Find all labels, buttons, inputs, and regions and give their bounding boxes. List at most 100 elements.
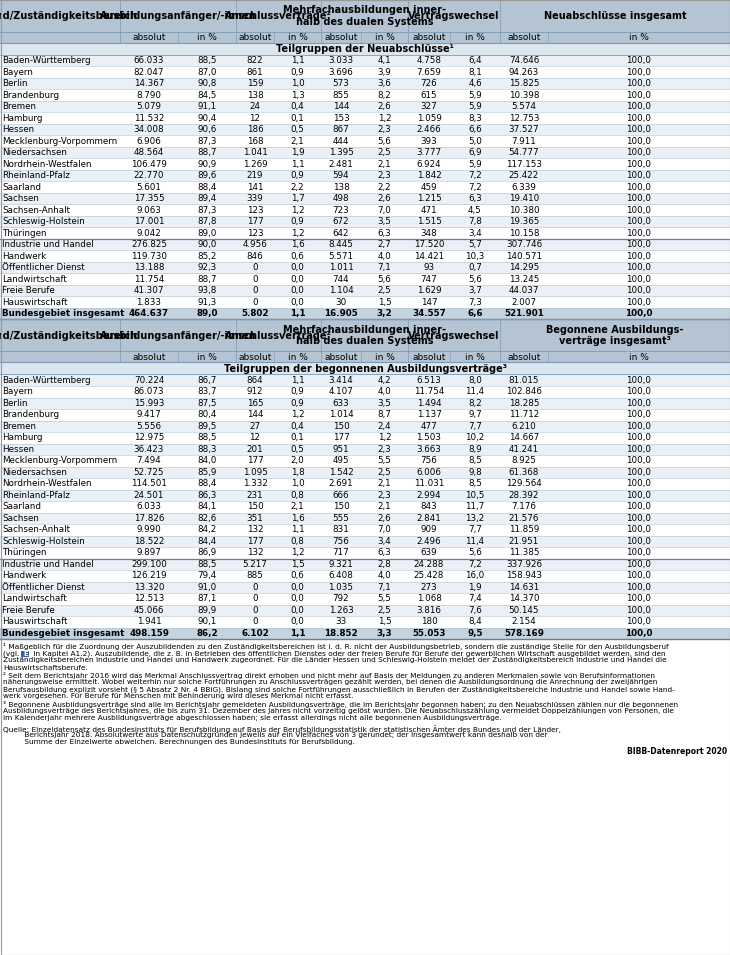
Text: 1,3: 1,3 [291,91,304,99]
Text: 4.956: 4.956 [242,241,267,249]
Text: 106.479: 106.479 [131,159,167,169]
Text: 9.897: 9.897 [137,548,161,558]
Text: ² Seit dem Berichtsjahr 2016 wird das Merkmal Anschlussvertrag direkt erhoben un: ² Seit dem Berichtsjahr 2016 wird das Me… [3,671,655,679]
Text: 2,1: 2,1 [377,479,391,488]
Text: Brandenburg: Brandenburg [2,411,59,419]
Text: 100,0: 100,0 [626,114,651,123]
Text: 1,6: 1,6 [291,241,304,249]
Text: 7,3: 7,3 [468,298,482,307]
Text: 2,3: 2,3 [377,171,391,180]
Text: 9.321: 9.321 [328,560,353,569]
Text: 132: 132 [247,548,264,558]
Bar [0,216,730,227]
Text: 5,6: 5,6 [468,548,482,558]
Text: 6,6: 6,6 [468,125,482,135]
Text: 951: 951 [333,445,350,454]
Text: 1.068: 1.068 [417,594,442,604]
Text: 100,0: 100,0 [626,194,651,203]
Text: 91,0: 91,0 [197,583,217,592]
Text: 3,6: 3,6 [377,79,391,88]
Text: 0: 0 [252,275,258,284]
Text: 12.753: 12.753 [509,114,539,123]
Text: 0,0: 0,0 [291,583,304,592]
Bar [0,124,730,136]
Text: 88,5: 88,5 [197,560,217,569]
Text: 100,0: 100,0 [626,159,651,169]
Text: 100,0: 100,0 [626,479,651,488]
Text: 88,4: 88,4 [197,182,217,192]
Text: 138: 138 [333,182,350,192]
Text: 14.421: 14.421 [414,252,444,261]
Text: 12.975: 12.975 [134,434,164,442]
Text: 86,7: 86,7 [197,375,217,385]
Text: 100,0: 100,0 [626,148,651,158]
Text: 87,5: 87,5 [197,399,217,408]
Text: in %: in % [288,33,307,42]
Text: in %: in % [197,33,217,42]
Bar [0,147,730,159]
Text: 94.263: 94.263 [509,68,539,76]
Text: 93: 93 [423,264,434,272]
Text: 7,0: 7,0 [377,525,391,534]
Text: Sachsen-Anhalt: Sachsen-Anhalt [2,205,70,215]
Text: 477: 477 [420,422,437,431]
Text: 6.339: 6.339 [512,182,537,192]
Text: 1.041: 1.041 [242,148,267,158]
Text: 1,7: 1,7 [291,194,304,203]
Text: 0,4: 0,4 [291,422,304,431]
Text: Bundesgebiet insgesamt: Bundesgebiet insgesamt [2,628,124,638]
Bar [0,308,730,320]
Text: Ausbildungsverträge des Berichtsjahres, die bis zum 31. Dezember des Jahres nich: Ausbildungsverträge des Berichtsjahres, … [3,708,674,713]
Text: 100,0: 100,0 [626,456,651,465]
Text: 17.001: 17.001 [134,217,164,226]
Text: Begonnene Ausbildungs-
verträge insgesamt³: Begonnene Ausbildungs- verträge insgesam… [546,325,684,347]
Text: 7,8: 7,8 [468,217,482,226]
Text: 5,6: 5,6 [468,275,482,284]
Text: 11.754: 11.754 [414,387,444,396]
Text: Bayern: Bayern [2,387,33,396]
Text: Landwirtschaft: Landwirtschaft [2,275,66,284]
Bar [0,536,730,547]
Text: 100,0: 100,0 [626,548,651,558]
Text: BIBB-Datenreport 2020: BIBB-Datenreport 2020 [627,747,727,755]
Text: 1,2: 1,2 [291,229,304,238]
Text: 10,2: 10,2 [466,434,485,442]
Text: 123: 123 [247,205,264,215]
Text: 9.990: 9.990 [137,525,161,534]
Text: 41.307: 41.307 [134,286,164,295]
Text: 89,5: 89,5 [197,422,217,431]
Bar [0,363,730,374]
Bar [0,570,730,582]
Text: 48.564: 48.564 [134,148,164,158]
Text: 276.825: 276.825 [131,241,167,249]
Text: (vgl.: (vgl. [3,650,22,657]
Text: in %: in % [629,33,649,42]
Text: Thüringen: Thüringen [2,229,47,238]
Bar [0,386,730,397]
Text: 1,1: 1,1 [290,628,305,638]
Text: 2,1: 2,1 [291,502,304,511]
Text: 594: 594 [333,171,350,180]
Text: 1.011: 1.011 [328,264,353,272]
Text: 864: 864 [247,375,264,385]
Text: 117.153: 117.153 [506,159,542,169]
Text: 5.217: 5.217 [242,560,267,569]
Text: 3.816: 3.816 [417,605,442,615]
Text: 0,0: 0,0 [291,264,304,272]
Bar [0,101,730,113]
Text: 0,7: 0,7 [468,264,482,272]
Text: 6.102: 6.102 [241,628,269,638]
Text: 19.410: 19.410 [509,194,539,203]
Text: 21.576: 21.576 [509,514,539,522]
Text: 0,8: 0,8 [291,491,304,499]
Text: 177: 177 [247,217,264,226]
Text: 3.696: 3.696 [328,68,353,76]
Text: Rheinland-Pfalz: Rheinland-Pfalz [2,171,70,180]
Text: 822: 822 [247,56,264,65]
Text: 82,6: 82,6 [197,514,217,522]
Text: 150: 150 [333,502,350,511]
Text: 91,3: 91,3 [197,298,217,307]
Text: 2,1: 2,1 [377,159,391,169]
Text: 0,6: 0,6 [291,252,304,261]
Text: 33: 33 [335,617,347,626]
